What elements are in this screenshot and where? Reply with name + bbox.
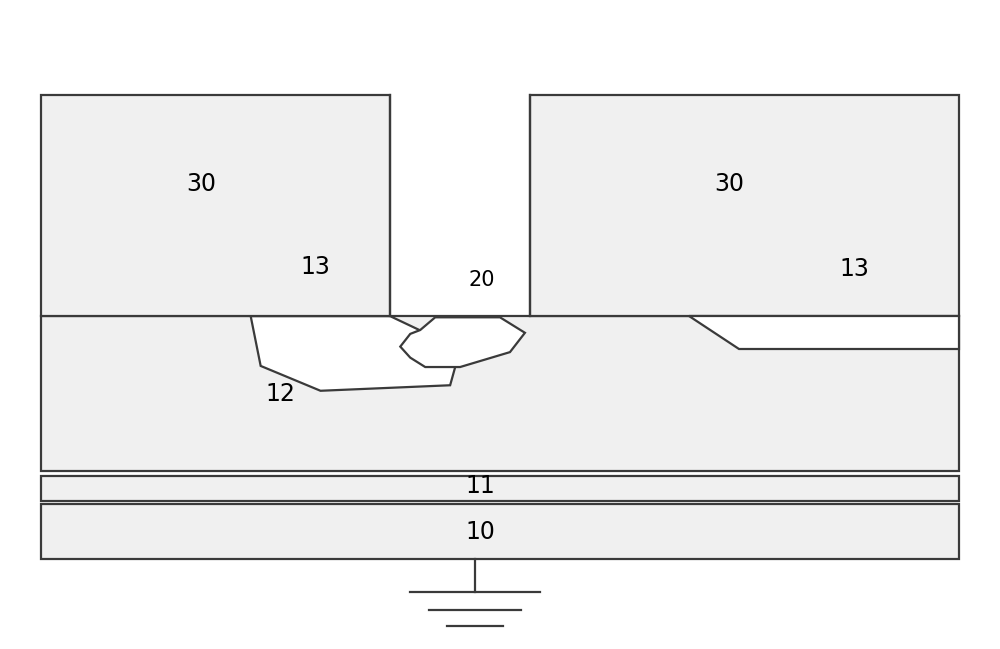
Text: 30: 30 [186,171,216,195]
Text: 13: 13 [301,254,330,278]
Polygon shape [400,317,525,367]
Text: 13: 13 [839,257,869,281]
Text: 10: 10 [465,520,495,544]
Text: 12: 12 [266,382,296,406]
Bar [41,476,959,501]
Polygon shape [689,316,959,349]
Polygon shape [251,316,460,391]
Text: 20: 20 [469,271,495,290]
Text: 11: 11 [465,474,495,498]
Bar [41,95,390,316]
Text: 30: 30 [714,171,744,195]
Bar [41,504,959,559]
Bar [41,316,959,471]
Bar [530,95,959,316]
